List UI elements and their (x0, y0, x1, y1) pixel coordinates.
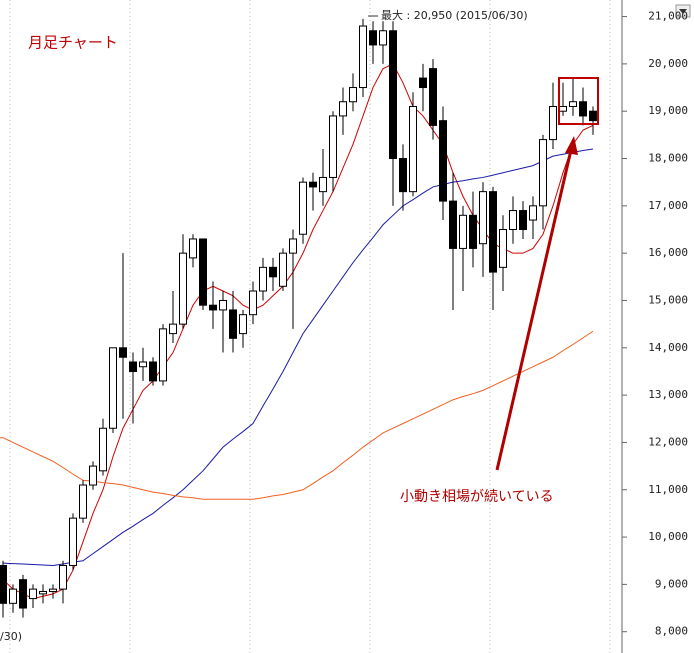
candle-body (359, 25, 367, 89)
candle-body (589, 110, 597, 122)
candle-body (29, 588, 37, 600)
candle-body (199, 238, 207, 306)
note-annotation: 小動き相場が続いている (400, 488, 554, 505)
candle-body (209, 304, 217, 311)
candle-body (179, 252, 187, 325)
candle-body (229, 309, 237, 339)
max-annotation: 最大 : 20,950 (2015/06/30) (381, 8, 528, 22)
candle-body (259, 266, 267, 292)
y-tick-label: 16,000 (648, 246, 688, 259)
candle-body (219, 299, 227, 311)
candle-body (319, 176, 327, 193)
y-tick-label: 18,000 (648, 152, 688, 165)
candle-body (429, 68, 437, 126)
candle-body (159, 328, 167, 382)
candle-body (519, 210, 527, 230)
candle-body (459, 214, 467, 249)
candle-body (39, 590, 47, 595)
candle-body (339, 101, 347, 117)
candle-body (529, 205, 537, 221)
y-tick-label: 12,000 (648, 435, 688, 448)
candle-body (289, 238, 297, 254)
candle-body (19, 579, 27, 609)
y-tick-label: 9,000 (655, 577, 688, 590)
moving-average (2, 63, 594, 600)
y-tick-label: 19,000 (648, 104, 688, 117)
candle-body (239, 314, 247, 335)
candle-body (49, 588, 57, 592)
candle-body (329, 115, 337, 178)
candle-body (119, 347, 127, 358)
highlight-box (558, 77, 599, 125)
candle-body (189, 238, 197, 259)
y-tick-label: 11,000 (648, 483, 688, 496)
moving-average (0, 330, 594, 500)
candle-body (269, 266, 277, 278)
candle-body (169, 323, 177, 335)
arrow-shaft (495, 149, 573, 471)
candle-body (489, 191, 497, 273)
candle-body (419, 77, 427, 89)
candle-body (379, 30, 387, 46)
candle-body (69, 517, 77, 566)
candle-body (579, 101, 587, 117)
y-tick-label: 20,000 (648, 57, 688, 70)
candle-body (369, 30, 377, 46)
chart-title: 月足チャート (28, 34, 118, 52)
candle-body (149, 361, 157, 382)
candle-body (79, 484, 87, 519)
candle-body (99, 427, 107, 472)
arrow-head (565, 136, 578, 155)
y-tick-label: 15,000 (648, 293, 688, 306)
candle-body (559, 105, 567, 112)
y-tick-label: 10,000 (648, 530, 688, 543)
candle-body (279, 252, 287, 287)
candle-body (139, 361, 147, 368)
plot (0, 18, 597, 618)
menu-icon (679, 9, 687, 14)
candle-body (409, 105, 417, 193)
y-tick-label: 8,000 (655, 625, 688, 638)
candle-body (569, 101, 577, 107)
candle-body (309, 181, 317, 188)
candle-body (539, 139, 547, 207)
candle-body (449, 200, 457, 249)
candle-body (89, 465, 97, 486)
candle-body (349, 87, 357, 103)
y-tick-label: 21,000 (648, 10, 688, 23)
candle-body (469, 214, 477, 249)
y-tick-label: 13,000 (648, 388, 688, 401)
candle-body (299, 181, 307, 235)
candle-body (249, 290, 257, 316)
moving-average (2, 148, 594, 566)
candle-body (129, 361, 137, 372)
candle-body (59, 564, 67, 590)
candle-body (549, 105, 557, 141)
candle-body (389, 30, 397, 160)
candle-body (399, 158, 407, 193)
y-tick-label: 14,000 (648, 341, 688, 354)
candle-body (479, 191, 487, 245)
vertical-dotted-lines (9, 0, 611, 653)
candle-body (509, 210, 517, 230)
y-tick-label: 17,000 (648, 199, 688, 212)
candle-body (439, 120, 447, 202)
candle-body (109, 347, 117, 429)
date-fragment: /30) (0, 630, 22, 643)
candle-body (9, 588, 17, 604)
candle-body (499, 228, 507, 268)
candle-body (0, 564, 7, 604)
